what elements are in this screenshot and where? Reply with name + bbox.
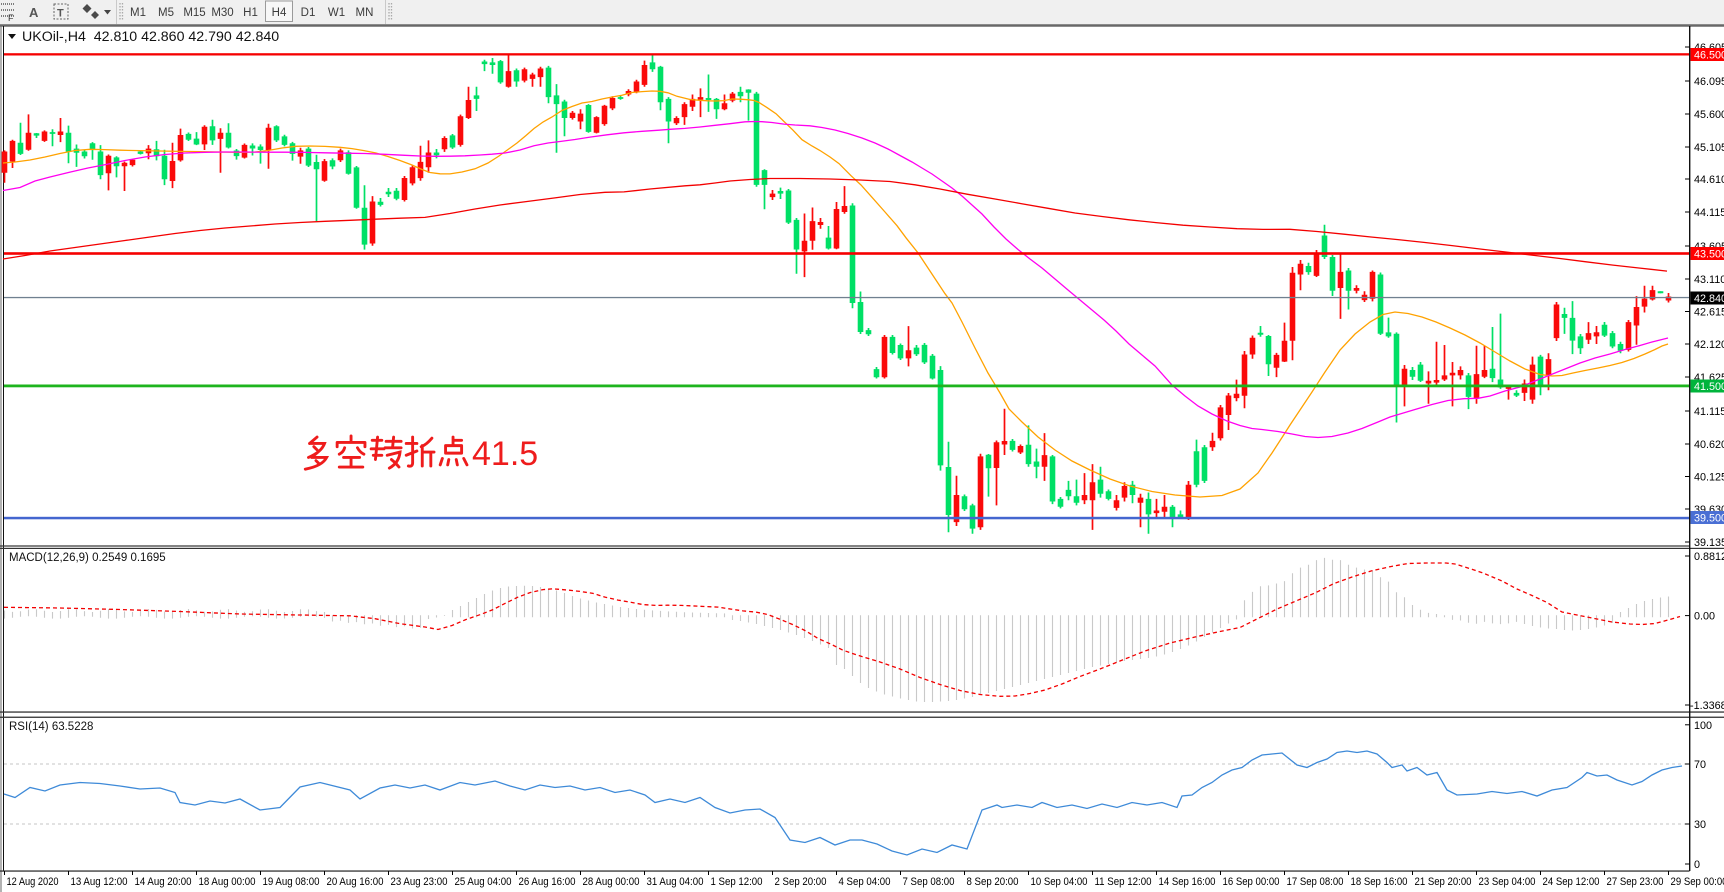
svg-text:RSI(14) 63.5228: RSI(14) 63.5228 <box>9 721 93 733</box>
svg-text:44.115: 44.115 <box>1694 207 1724 219</box>
svg-text:40.620: 40.620 <box>1694 439 1724 451</box>
svg-text:39.500: 39.500 <box>1694 513 1724 525</box>
svg-text:23 Sep 04:00: 23 Sep 04:00 <box>1479 876 1536 888</box>
svg-text:25 Aug 04:00: 25 Aug 04:00 <box>455 876 512 888</box>
svg-text:18 Sep 16:00: 18 Sep 16:00 <box>1351 876 1408 888</box>
svg-text:M5: M5 <box>158 7 174 19</box>
svg-text:45.600: 45.600 <box>1694 109 1724 121</box>
svg-text:42.615: 42.615 <box>1694 307 1724 319</box>
svg-text:H4: H4 <box>272 7 287 19</box>
svg-text:MN: MN <box>356 7 374 19</box>
svg-text:F: F <box>8 13 14 23</box>
svg-text:41.500: 41.500 <box>1694 381 1724 393</box>
svg-text:29 Sep 00:00: 29 Sep 00:00 <box>1671 876 1724 888</box>
svg-text:42.840: 42.840 <box>1694 293 1724 305</box>
svg-text:M1: M1 <box>130 7 146 19</box>
svg-text:41.5: 41.5 <box>472 435 538 473</box>
svg-text:-1.3368: -1.3368 <box>1690 700 1724 712</box>
svg-text:28 Aug 00:00: 28 Aug 00:00 <box>583 876 640 888</box>
svg-text:100: 100 <box>1694 720 1712 732</box>
svg-text:UKOil-,H4 42.810 42.860 42.79: UKOil-,H4 42.810 42.860 42.790 42.840 <box>22 29 279 45</box>
svg-text:10 Sep 04:00: 10 Sep 04:00 <box>1031 876 1088 888</box>
svg-text:H1: H1 <box>243 7 258 19</box>
svg-text:31 Aug 04:00: 31 Aug 04:00 <box>647 876 704 888</box>
svg-text:2 Sep 20:00: 2 Sep 20:00 <box>775 876 827 888</box>
svg-text:43.110: 43.110 <box>1694 274 1724 286</box>
svg-text:7 Sep 08:00: 7 Sep 08:00 <box>903 876 955 888</box>
svg-text:27 Sep 23:00: 27 Sep 23:00 <box>1607 876 1664 888</box>
svg-text:44.610: 44.610 <box>1694 174 1724 186</box>
svg-text:M15: M15 <box>183 7 205 19</box>
svg-text:0.00: 0.00 <box>1694 611 1715 623</box>
svg-text:A: A <box>29 5 39 20</box>
svg-text:W1: W1 <box>328 7 345 19</box>
svg-text:46.095: 46.095 <box>1694 76 1724 88</box>
svg-text:11 Sep 12:00: 11 Sep 12:00 <box>1095 876 1152 888</box>
svg-text:4 Sep 04:00: 4 Sep 04:00 <box>839 876 891 888</box>
svg-text:17 Sep 08:00: 17 Sep 08:00 <box>1287 876 1344 888</box>
svg-text:20 Aug 16:00: 20 Aug 16:00 <box>327 876 384 888</box>
svg-text:23 Aug 23:00: 23 Aug 23:00 <box>391 876 448 888</box>
svg-text:13 Aug 12:00: 13 Aug 12:00 <box>71 876 128 888</box>
svg-text:12 Aug 2020: 12 Aug 2020 <box>7 876 59 888</box>
svg-text:D1: D1 <box>301 7 316 19</box>
svg-text:M30: M30 <box>211 7 233 19</box>
svg-text:45.105: 45.105 <box>1694 142 1724 154</box>
svg-text:T: T <box>57 8 64 20</box>
svg-text:0: 0 <box>1694 859 1700 871</box>
svg-text:1 Sep 12:00: 1 Sep 12:00 <box>711 876 763 888</box>
svg-text:26 Aug 16:00: 26 Aug 16:00 <box>519 876 576 888</box>
svg-text:30: 30 <box>1694 819 1706 831</box>
svg-text:18 Aug 00:00: 18 Aug 00:00 <box>199 876 256 888</box>
svg-text:16 Sep 00:00: 16 Sep 00:00 <box>1223 876 1280 888</box>
svg-text:39.135: 39.135 <box>1694 537 1724 549</box>
svg-text:40.125: 40.125 <box>1694 472 1724 484</box>
svg-text:14 Aug 20:00: 14 Aug 20:00 <box>135 876 192 888</box>
svg-text:MACD(12,26,9) 0.2549 0.1695: MACD(12,26,9) 0.2549 0.1695 <box>9 552 166 564</box>
svg-text:8 Sep 20:00: 8 Sep 20:00 <box>967 876 1019 888</box>
svg-text:21 Sep 20:00: 21 Sep 20:00 <box>1415 876 1472 888</box>
svg-text:46.500: 46.500 <box>1694 50 1724 62</box>
svg-text:19 Aug 08:00: 19 Aug 08:00 <box>263 876 320 888</box>
svg-text:70: 70 <box>1694 759 1706 771</box>
svg-text:43.500: 43.500 <box>1694 249 1724 261</box>
svg-text:14 Sep 16:00: 14 Sep 16:00 <box>1159 876 1216 888</box>
svg-text:42.120: 42.120 <box>1694 339 1724 351</box>
svg-text:41.115: 41.115 <box>1694 406 1724 418</box>
svg-text:24 Sep 12:00: 24 Sep 12:00 <box>1543 876 1600 888</box>
svg-text:0.8812: 0.8812 <box>1694 551 1724 563</box>
